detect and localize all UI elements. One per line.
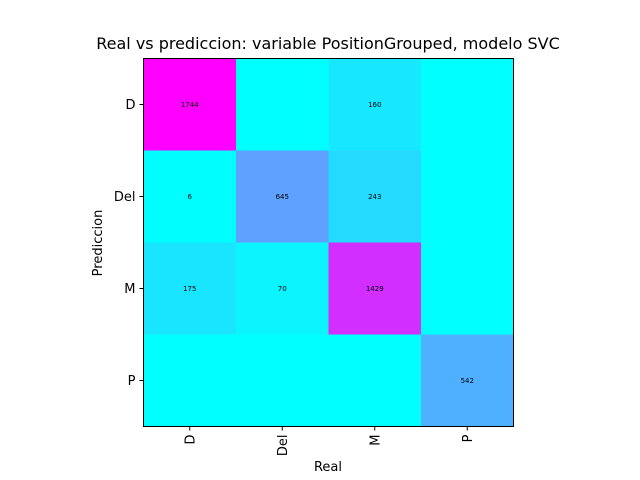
cell-value-label: 70 xyxy=(278,285,287,293)
heatmap-cell-P-P xyxy=(421,334,514,427)
x-axis-ticks: D Del M P xyxy=(183,426,476,457)
cell-value-label: 175 xyxy=(183,285,196,293)
heatmap-cell-Del-M xyxy=(328,150,422,243)
y-axis-label: Prediccion xyxy=(91,210,106,277)
heatmap-cells xyxy=(143,58,514,427)
heatmap-cell-Del-D xyxy=(143,150,237,243)
heatmap-cell-P-D xyxy=(143,334,237,427)
heatmap-cell-M-P xyxy=(421,242,514,335)
heatmap-cell-D-P xyxy=(421,58,514,151)
heatmap-cell-D-Del xyxy=(236,58,329,151)
cell-value-label: 6 xyxy=(188,193,193,201)
cell-value-label: 542 xyxy=(461,377,474,385)
y-tick-label: P xyxy=(128,374,136,389)
cell-value-label: 243 xyxy=(368,193,381,201)
heatmap-cell-D-D xyxy=(143,58,237,151)
heatmap-cell-M-M xyxy=(328,242,422,335)
heatmap-cell-D-M xyxy=(328,58,422,151)
x-tick-label: M xyxy=(368,435,383,446)
chart-title: Real vs prediccion: variable PositionGro… xyxy=(96,34,560,53)
heatmap-cell-M-D xyxy=(143,242,237,335)
x-axis-label: Real xyxy=(314,460,342,475)
x-tick-label: Del xyxy=(276,435,291,457)
y-tick-label: Del xyxy=(114,190,136,205)
x-tick-label: P xyxy=(461,434,476,442)
x-tick-label: D xyxy=(183,435,198,445)
cell-value-label: 1744 xyxy=(181,101,199,109)
heatmap-cell-M-Del xyxy=(236,242,329,335)
cell-value-label: 1429 xyxy=(366,285,384,293)
heatmap-cell-labels: 1744 160 6 645 243 175 70 1429 542 xyxy=(181,101,474,385)
heatmap-cell-P-M xyxy=(328,334,422,427)
heatmap-cell-Del-P xyxy=(421,150,514,243)
y-tick-label: D xyxy=(125,98,135,113)
heatmap-cell-P-Del xyxy=(236,334,329,427)
y-axis-ticks: D Del M P xyxy=(114,98,144,389)
y-tick-label: M xyxy=(124,282,135,297)
cell-value-label: 160 xyxy=(368,101,381,109)
plot-frame xyxy=(143,58,514,427)
heatmap-cell-Del-Del xyxy=(236,150,329,243)
cell-value-label: 645 xyxy=(276,193,289,201)
